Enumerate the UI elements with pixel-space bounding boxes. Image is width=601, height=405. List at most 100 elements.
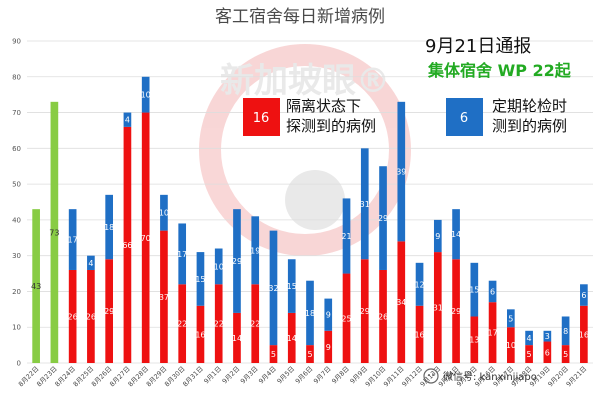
data-label: 18 — [305, 309, 315, 318]
bar-segment — [452, 259, 460, 363]
bar-segment — [105, 259, 113, 363]
y-tick-label: 0 — [17, 360, 21, 368]
data-label: 73 — [49, 228, 59, 237]
data-label: 37 — [159, 293, 169, 302]
bar-segment — [433, 252, 442, 363]
bar-segment — [360, 259, 369, 363]
bar-segment — [379, 269, 387, 363]
data-label: 31 — [360, 200, 370, 209]
data-label: 8 — [563, 327, 568, 336]
data-label: 3 — [545, 332, 550, 341]
data-label: 70 — [141, 234, 151, 243]
data-label: 5 — [527, 350, 532, 359]
bar-segment — [269, 230, 278, 346]
data-label: 43 — [31, 282, 41, 291]
x-tick-label: 9月21日 — [565, 365, 589, 389]
bar-segment — [306, 345, 314, 363]
data-label: 17 — [487, 329, 497, 338]
bar-segment — [141, 112, 150, 363]
x-tick-label: 9月2日 — [221, 365, 242, 386]
bar-segment — [178, 284, 187, 363]
wechat-icon — [423, 368, 439, 384]
bar-segment — [178, 223, 187, 285]
bar-segment — [233, 209, 241, 313]
bar-segment — [470, 262, 479, 317]
notice-dorm-count: 集体宿舍 WP 22起 — [427, 61, 572, 80]
bar-segment — [397, 241, 406, 363]
data-label: 66 — [122, 241, 132, 250]
x-tick-label: 9月8日 — [330, 365, 351, 386]
y-tick-label: 80 — [12, 73, 21, 81]
y-axis: 0 10 20 30 40 50 60 70 80 90 — [12, 38, 21, 368]
data-label: 22 — [250, 320, 260, 329]
data-label: 15 — [469, 286, 479, 295]
bar-segment — [287, 259, 296, 313]
data-label: 10 — [159, 209, 169, 218]
data-label: 5 — [563, 350, 568, 359]
bar-segment — [214, 248, 223, 285]
data-label: 15 — [287, 282, 297, 291]
x-tick-label: 9月1日 — [202, 365, 223, 386]
data-label: 29 — [378, 214, 388, 223]
data-label: 16 — [414, 330, 424, 339]
data-label: 16 — [579, 330, 589, 339]
bar-segment — [561, 345, 570, 363]
watermark-brand: 新加坡眼® — [220, 61, 390, 101]
data-label: 15 — [195, 275, 205, 284]
legend-red: 16 隔离状态下 探测到的病例 — [243, 97, 376, 136]
notice-date: 9月21日通报 — [425, 36, 531, 57]
bar-segment — [87, 269, 95, 363]
data-label: 18 — [104, 223, 114, 232]
bars: 4373261726429186647010371022171615221014… — [31, 76, 589, 364]
bar-segment — [433, 219, 442, 253]
data-label: 34 — [396, 298, 406, 307]
data-label: 26 — [378, 312, 388, 321]
data-label: 29 — [232, 257, 242, 266]
bar-segment — [32, 209, 40, 363]
x-tick-label: 8月31日 — [181, 365, 205, 389]
bar-segment — [196, 305, 205, 363]
data-label: 5 — [508, 314, 513, 323]
bar-segment — [251, 284, 260, 363]
data-label: 4 — [527, 334, 532, 343]
bar-segment — [87, 255, 95, 270]
bar-segment — [287, 312, 296, 363]
bar-segment — [214, 284, 223, 363]
data-label: 21 — [341, 232, 351, 241]
data-label: 29 — [360, 307, 370, 316]
data-label: 10 — [214, 262, 224, 271]
y-tick-label: 90 — [12, 38, 21, 46]
y-tick-label: 10 — [12, 324, 21, 332]
bar-segment — [306, 280, 314, 346]
data-label: 9 — [435, 232, 440, 241]
bar-segment — [360, 148, 369, 260]
data-label: 22 — [214, 320, 224, 329]
bar-segment — [342, 198, 351, 274]
legend-blue-swatch — [446, 98, 483, 136]
data-label: 14 — [287, 334, 297, 343]
bar-segment — [342, 273, 351, 363]
data-label: 19 — [250, 246, 260, 255]
data-label: 22 — [177, 320, 187, 329]
bar-segment — [160, 230, 168, 363]
bar-segment — [470, 316, 479, 363]
y-tick-label: 40 — [12, 216, 21, 224]
data-label: 25 — [341, 314, 351, 323]
bar-segment — [379, 166, 387, 270]
bar-segment — [233, 312, 241, 363]
data-label: 5 — [271, 350, 276, 359]
bar-segment — [507, 327, 515, 363]
data-label: 4 — [88, 259, 93, 268]
data-label: 26 — [86, 312, 96, 321]
bar-segment — [452, 209, 460, 260]
wechat-watermark: 微信号: kanxinjiapo — [423, 368, 537, 384]
bar-segment — [415, 262, 424, 306]
bar-segment — [525, 330, 533, 346]
legend-red-line1: 隔离状态下 — [286, 97, 361, 115]
y-tick-label: 30 — [12, 252, 21, 260]
data-label: 31 — [433, 304, 443, 313]
x-tick-label: 9月5日 — [275, 365, 296, 386]
bar-segment — [415, 305, 424, 363]
bar-segment — [141, 76, 150, 113]
